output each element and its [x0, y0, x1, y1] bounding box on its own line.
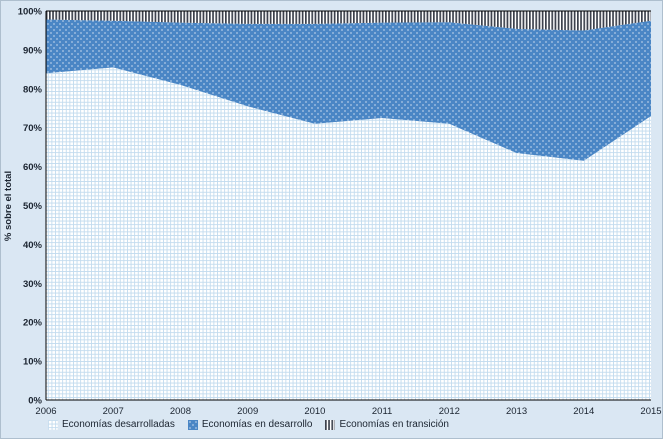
y-tick-label: 90% — [23, 45, 43, 56]
x-tick-label: 2011 — [372, 406, 392, 417]
stripes-pattern-swatch-icon — [325, 419, 336, 430]
y-tick-label: 70% — [23, 123, 43, 134]
legend-label: Economías en desarrollo — [201, 419, 313, 430]
y-tick-label: 30% — [23, 279, 43, 290]
y-tick-label: 40% — [23, 240, 43, 251]
y-tick-label: 20% — [23, 318, 43, 329]
x-tick-label: 2013 — [506, 406, 527, 417]
area-developed — [46, 67, 651, 400]
legend-label: Economías desarrolladas — [62, 419, 175, 430]
y-tick-label: 50% — [23, 201, 43, 212]
stacked-areas — [46, 11, 651, 400]
dots-pattern-swatch-icon — [187, 419, 198, 430]
legend-item-desarrolladas: Economías desarrolladas — [48, 419, 175, 430]
y-axis-tick-labels: 0% 10% 20% 30% 40% 50% 60% 70% 80% 90% 100% — [18, 7, 43, 407]
y-axis-title: % sobre el total — [3, 171, 14, 241]
area-developing — [46, 19, 651, 161]
x-tick-label: 2009 — [237, 406, 258, 417]
axes — [45, 10, 651, 401]
legend-label: Economías en transición — [339, 419, 449, 430]
x-tick-label: 2008 — [170, 406, 191, 417]
legend: Economías desarrolladas Economías en des… — [48, 419, 449, 430]
area-transition — [46, 11, 651, 31]
legend-item-desarrollo: Economías en desarrollo — [187, 419, 313, 430]
x-tick-label: 2010 — [304, 406, 325, 417]
x-tick-label: 2014 — [573, 406, 594, 417]
y-tick-label: 0% — [28, 396, 42, 407]
y-tick-label: 80% — [23, 84, 43, 95]
x-tick-label: 2006 — [35, 406, 56, 417]
x-tick-label: 2012 — [439, 406, 460, 417]
x-axis-tick-labels: 2006 2007 2008 2009 2010 2011 2012 2013 2014 2015 — [35, 406, 661, 417]
grid-pattern-swatch-icon — [48, 419, 58, 430]
x-tick-label: 2015 — [640, 406, 661, 417]
legend-item-transicion: Economías en transición — [325, 419, 449, 430]
y-tick-label: 60% — [23, 162, 43, 173]
y-tick-label: 100% — [18, 7, 43, 18]
y-tick-label: 10% — [23, 357, 43, 368]
x-tick-label: 2007 — [103, 406, 124, 417]
